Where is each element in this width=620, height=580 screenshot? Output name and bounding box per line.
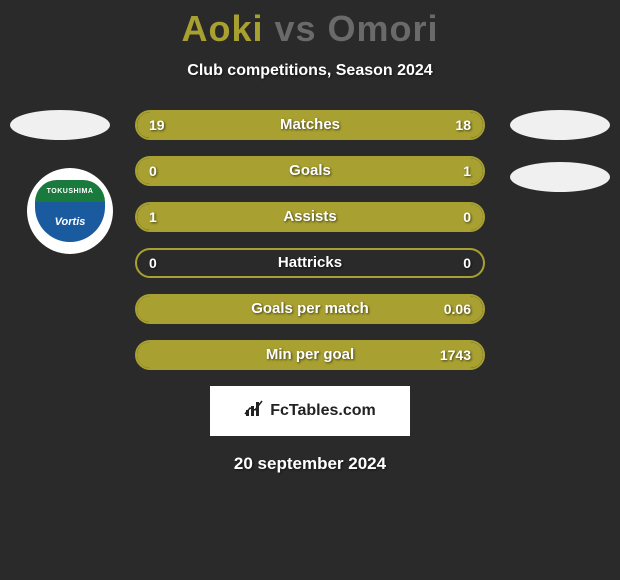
subtitle: Club competitions, Season 2024 <box>0 62 620 80</box>
stat-row: Min per goal1743 <box>135 340 485 370</box>
stat-value-left: 0 <box>149 158 157 184</box>
stat-row: Goals0 1 <box>135 156 485 186</box>
branding-badge: FcTables.com <box>210 386 410 436</box>
player2-badge-placeholder-1 <box>510 110 610 140</box>
team-logo-inner: TOKUSHIMA Vortis <box>35 180 105 242</box>
stat-label: Assists <box>137 204 483 230</box>
team-logo-top: TOKUSHIMA <box>35 180 105 202</box>
comparison-bars: Matches1918Goals01Assists10Hattricks00Go… <box>135 110 485 370</box>
stat-label: Hattricks <box>137 250 483 276</box>
player2-badge-placeholder-2 <box>510 162 610 192</box>
stat-value-right: 0 <box>463 250 471 276</box>
stat-value-right: 1743 <box>440 342 471 368</box>
date-text: 20 september 2024 <box>0 454 620 474</box>
stat-label: Matches <box>137 112 483 138</box>
team-logo-bottom: Vortis <box>35 202 105 242</box>
stat-value-right: 18 <box>455 112 471 138</box>
stat-row: Assists1 0 <box>135 202 485 232</box>
stat-value-right: 0 <box>463 204 471 230</box>
stat-value-left: 0 <box>149 250 157 276</box>
title-player1: Aoki vs Omori <box>181 8 438 49</box>
branding-text: FcTables.com <box>270 402 376 420</box>
stat-value-right: 0.06 <box>444 296 471 322</box>
stat-label: Goals per match <box>137 296 483 322</box>
comparison-content: TOKUSHIMA Vortis Matches1918Goals01Assis… <box>0 110 620 474</box>
team-logo: TOKUSHIMA Vortis <box>27 168 113 254</box>
chart-icon <box>244 400 266 423</box>
stat-value-left: 1 <box>149 204 157 230</box>
stat-value-right: 1 <box>463 158 471 184</box>
stat-value-left: 19 <box>149 112 165 138</box>
stat-row: Matches19 18 <box>135 110 485 140</box>
player1-badge-placeholder <box>10 110 110 140</box>
page-title: Aoki vs Omori <box>0 0 620 50</box>
stat-label: Min per goal <box>137 342 483 368</box>
stat-row: Hattricks0 0 <box>135 248 485 278</box>
stat-row: Goals per match0.06 <box>135 294 485 324</box>
stat-label: Goals <box>137 158 483 184</box>
